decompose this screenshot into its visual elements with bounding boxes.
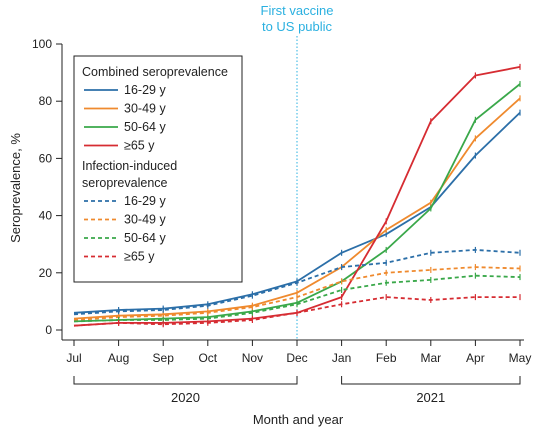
x-axis-label: Month and year: [253, 412, 344, 427]
legend-item-label: 30-49 y: [124, 213, 166, 227]
legend-item-label: 16-29 y: [124, 194, 166, 208]
x-tick-label: Nov: [242, 351, 263, 365]
year-bracket: [73, 376, 298, 385]
x-tick-label: Oct: [198, 351, 217, 365]
legend-heading: Combined seroprevalence: [82, 65, 228, 79]
x-tick-label: Jul: [66, 351, 81, 365]
y-axis-label: Seroprevalence, %: [8, 133, 23, 243]
x-tick-label: Apr: [466, 351, 485, 365]
year-brackets: 2020 2021: [73, 376, 521, 405]
y-axis-ticks: 0 20 40 60 80 100: [32, 37, 62, 337]
legend-item-label: ≥65 y: [124, 250, 155, 264]
x-axis-ticks: Jul Aug Sep Oct Nov Dec Jan Feb Mar Apr May: [66, 340, 531, 365]
vaccine-label: to US public: [262, 19, 333, 34]
legend-item-label: 16-29 y: [124, 83, 166, 97]
series-lines: [73, 63, 521, 328]
y-tick-label: 100: [32, 37, 52, 51]
legend-item-label: 30-49 y: [124, 102, 166, 116]
legend-item-label: ≥65 y: [124, 139, 155, 153]
x-tick-label: May: [509, 351, 532, 365]
x-tick-label: Aug: [108, 351, 129, 365]
x-tick-label: Dec: [286, 351, 307, 365]
vaccine-label: First vaccine: [261, 3, 334, 18]
legend: Combined seroprevalence 16-29 y 30-49 y 50-…: [73, 55, 243, 283]
y-tick-label: 20: [39, 266, 53, 280]
year-label: 2020: [171, 390, 200, 405]
y-tick-label: 40: [39, 209, 53, 223]
legend-item-label: 50-64 y: [124, 120, 166, 134]
x-tick-label: Sep: [153, 351, 175, 365]
year-bracket: [341, 376, 521, 385]
axes: [61, 44, 524, 341]
y-tick-label: 60: [39, 151, 53, 165]
legend-item-label: 50-64 y: [124, 231, 166, 245]
legend-box: [73, 55, 243, 283]
x-tick-label: Mar: [420, 351, 441, 365]
x-tick-label: Feb: [376, 351, 397, 365]
series-line-infection-7: [73, 296, 520, 327]
legend-heading: Infection-induced: [82, 159, 177, 173]
y-tick-label: 0: [45, 323, 52, 337]
x-tick-label: Jan: [332, 351, 351, 365]
year-label: 2021: [416, 390, 445, 405]
y-tick-label: 80: [39, 94, 53, 108]
legend-heading: seroprevalence: [82, 176, 168, 190]
